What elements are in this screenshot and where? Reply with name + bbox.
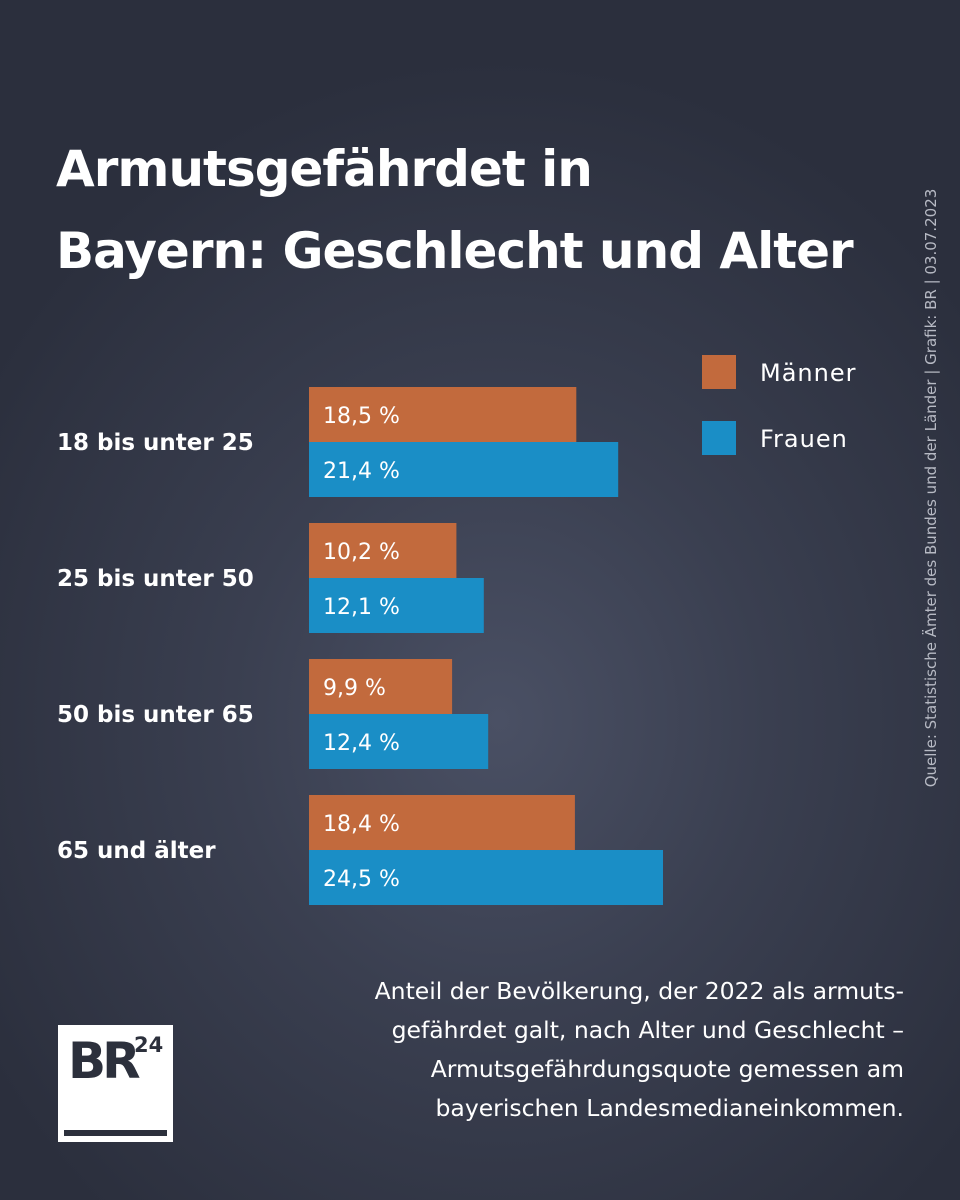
- bar-frauen: [309, 578, 484, 633]
- bar-groups: 18 bis unter 25 18,5 % 21,4 % 25 bis unter …: [57, 387, 663, 905]
- logo-main-text: BR: [68, 1032, 141, 1090]
- bar-maenner: [309, 795, 575, 850]
- bar-frauen: [309, 850, 663, 905]
- legend-label-frauen: Frauen: [760, 425, 848, 453]
- title-line-2: Bayern: Geschlecht und Alter: [56, 222, 854, 280]
- caption-line-3: Armutsgefährdungsquote gemessen am: [430, 1055, 904, 1083]
- legend-label-maenner: Männer: [760, 359, 856, 387]
- category-label: 65 und älter: [57, 838, 216, 864]
- caption-line-4: bayerischen Landesmedianeinkommen.: [435, 1094, 905, 1122]
- br24-logo: BR 24: [58, 1025, 173, 1142]
- bar-chart: Männer Frauen 18 bis unter 25 18,5 % 21,4 …: [57, 355, 856, 905]
- value-label-frauen: 12,4 %: [323, 731, 400, 756]
- source-text: Quelle: Statistische Ämter des Bundes un…: [922, 188, 940, 788]
- title-line-1: Armutsgefährdet in: [56, 140, 593, 198]
- value-label-maenner: 18,4 %: [323, 812, 400, 837]
- bar-frauen: [309, 714, 489, 769]
- chart-title: Armutsgefährdet in Bayern: Geschlecht un…: [56, 128, 896, 292]
- legend-swatch-frauen: [702, 421, 736, 455]
- caption-line-1: Anteil der Bevölkerung, der 2022 als arm…: [374, 977, 904, 1005]
- bar-maenner: [309, 523, 457, 578]
- caption-line-2: gefährdet galt, nach Alter und Geschlech…: [391, 1016, 904, 1044]
- value-label-frauen: 24,5 %: [323, 867, 400, 892]
- value-label-frauen: 21,4 %: [323, 459, 400, 484]
- value-label-maenner: 10,2 %: [323, 540, 400, 565]
- logo-underline: [64, 1130, 167, 1136]
- category-label: 50 bis unter 65: [57, 702, 254, 728]
- value-label-maenner: 18,5 %: [323, 404, 400, 429]
- bar-maenner: [309, 387, 577, 442]
- caption: Anteil der Bevölkerung, der 2022 als arm…: [264, 972, 904, 1128]
- category-label: 25 bis unter 50: [57, 566, 254, 592]
- value-label-maenner: 9,9 %: [323, 676, 386, 701]
- category-label: 18 bis unter 25: [57, 430, 254, 456]
- logo-superscript: 24: [134, 1033, 164, 1057]
- legend: Männer Frauen: [702, 355, 856, 455]
- legend-swatch-maenner: [702, 355, 736, 389]
- bar-maenner: [309, 659, 453, 714]
- bar-frauen: [309, 442, 619, 497]
- value-label-frauen: 12,1 %: [323, 595, 400, 620]
